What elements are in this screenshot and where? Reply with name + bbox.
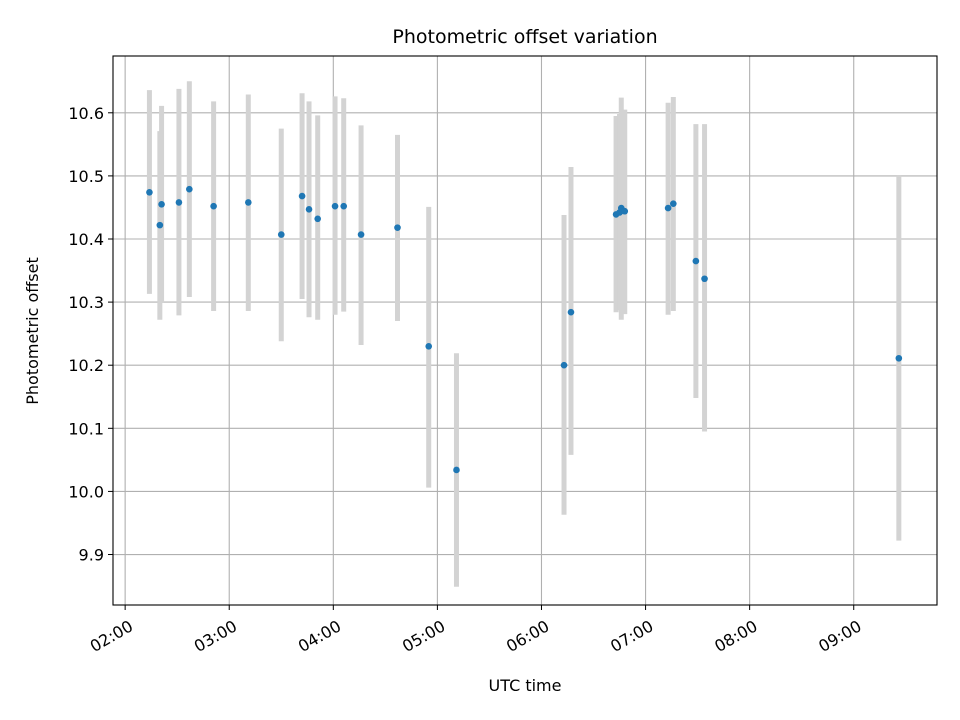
data-point [277, 231, 285, 238]
data-point [670, 200, 677, 207]
data-point [186, 185, 193, 193]
data-point [701, 275, 708, 283]
data-point [692, 257, 700, 265]
data-point [305, 206, 313, 213]
data-point [314, 215, 321, 223]
chart-title: Photometric offset variation [392, 26, 657, 48]
data-point [453, 466, 460, 474]
data-point [621, 207, 629, 215]
data-point [146, 189, 153, 196]
data-point [567, 308, 575, 316]
data-point [331, 202, 339, 210]
y-axis-label: Photometric offset [23, 257, 42, 405]
plot-frame [112, 55, 938, 606]
data-point [175, 199, 183, 206]
y-axis: 9.9 10.0 10.1 10.2 10.3 10.4 10.5 10.6 [68, 104, 113, 565]
x-axis-label: UTC time [489, 676, 562, 695]
y-tick-label: 10.0 [68, 482, 104, 501]
data-point [210, 202, 217, 210]
data-point [340, 202, 348, 210]
data-point [298, 192, 306, 200]
data-point [560, 361, 568, 369]
data-point [394, 224, 401, 231]
y-tick-label: 10.5 [68, 167, 104, 186]
y-tick-label: 9.9 [79, 546, 104, 565]
data-point [156, 221, 164, 229]
data-point [664, 204, 672, 212]
y-tick-label: 10.1 [68, 419, 104, 438]
data-point [425, 342, 433, 350]
y-tick-label: 10.2 [68, 356, 104, 375]
y-tick-label: 10.3 [68, 293, 104, 312]
plot-area [113, 56, 937, 605]
data-point [158, 200, 165, 208]
y-tick-label: 10.4 [68, 230, 104, 249]
data-point [245, 199, 252, 206]
data-point [357, 231, 365, 238]
data-point [895, 354, 903, 362]
y-tick-label: 10.6 [68, 104, 104, 123]
data-points [146, 185, 903, 474]
